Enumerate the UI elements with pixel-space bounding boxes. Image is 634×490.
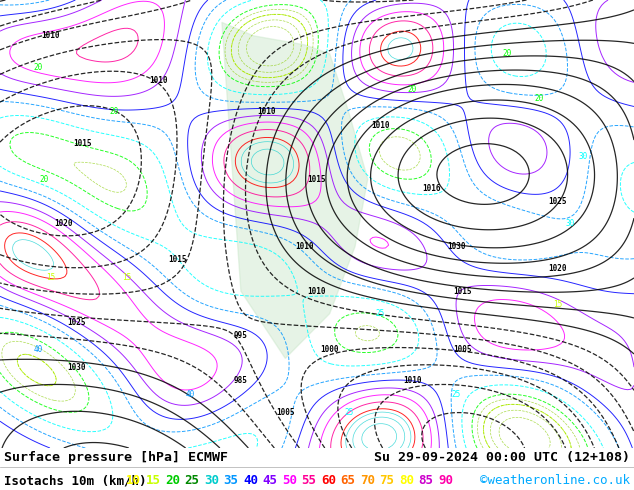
Text: 1010: 1010 [371, 121, 390, 130]
Text: 15: 15 [46, 273, 55, 282]
Polygon shape [222, 23, 368, 358]
Text: 25: 25 [452, 390, 461, 399]
Text: 45: 45 [262, 474, 278, 487]
Text: 60: 60 [321, 474, 336, 487]
Text: 30: 30 [566, 220, 575, 228]
Text: 1015: 1015 [307, 175, 327, 184]
Text: 1015: 1015 [168, 255, 187, 264]
Text: 15: 15 [553, 300, 562, 309]
Text: 995: 995 [234, 332, 248, 341]
Text: 20: 20 [165, 474, 180, 487]
Text: 20: 20 [110, 107, 119, 117]
Text: 20: 20 [40, 175, 49, 184]
Text: 75: 75 [380, 474, 394, 487]
Text: Su 29-09-2024 00:00 UTC (12+108): Su 29-09-2024 00:00 UTC (12+108) [374, 451, 630, 464]
Text: 1010: 1010 [149, 76, 168, 85]
Text: 70: 70 [360, 474, 375, 487]
Text: 35: 35 [224, 474, 238, 487]
Text: 1010: 1010 [257, 107, 276, 117]
Text: Surface pressure [hPa] ECMWF: Surface pressure [hPa] ECMWF [4, 451, 228, 464]
Text: 30: 30 [579, 152, 588, 161]
Text: 1020: 1020 [548, 264, 567, 273]
Text: 1020: 1020 [54, 220, 73, 228]
Text: 40: 40 [34, 345, 42, 354]
Text: 1010: 1010 [403, 376, 422, 385]
Text: 85: 85 [418, 474, 434, 487]
Text: 1025: 1025 [548, 197, 567, 206]
Text: 50: 50 [282, 474, 297, 487]
Text: 40: 40 [243, 474, 258, 487]
Text: Isotachs 10m (km/h): Isotachs 10m (km/h) [4, 474, 146, 487]
Text: 1030: 1030 [447, 242, 466, 251]
Text: 80: 80 [399, 474, 414, 487]
Text: 90: 90 [438, 474, 453, 487]
Text: 15: 15 [122, 273, 131, 282]
Text: 1015: 1015 [453, 287, 472, 295]
Text: 1000: 1000 [320, 345, 339, 354]
Text: 20: 20 [34, 63, 42, 72]
Text: ©weatheronline.co.uk: ©weatheronline.co.uk [480, 474, 630, 487]
Text: 1015: 1015 [73, 139, 92, 148]
Text: 20: 20 [503, 49, 512, 58]
Text: 10: 10 [126, 474, 141, 487]
Text: 1016: 1016 [422, 184, 441, 193]
Text: 1010: 1010 [41, 31, 60, 40]
Text: 1005: 1005 [276, 408, 295, 416]
Text: 1010: 1010 [307, 287, 327, 295]
Text: 1010: 1010 [295, 242, 314, 251]
Text: 25: 25 [376, 309, 385, 318]
Text: 55: 55 [302, 474, 316, 487]
Text: 25: 25 [184, 474, 200, 487]
Text: 20: 20 [534, 94, 543, 103]
Text: 20: 20 [408, 85, 417, 94]
Text: 1005: 1005 [453, 345, 472, 354]
Text: 30: 30 [204, 474, 219, 487]
Text: 15: 15 [145, 474, 160, 487]
Text: 40: 40 [186, 390, 195, 399]
Text: 65: 65 [340, 474, 356, 487]
Text: 1030: 1030 [67, 363, 86, 372]
Text: 1025: 1025 [67, 318, 86, 327]
Text: 985: 985 [234, 376, 248, 385]
Text: 25: 25 [344, 408, 353, 416]
